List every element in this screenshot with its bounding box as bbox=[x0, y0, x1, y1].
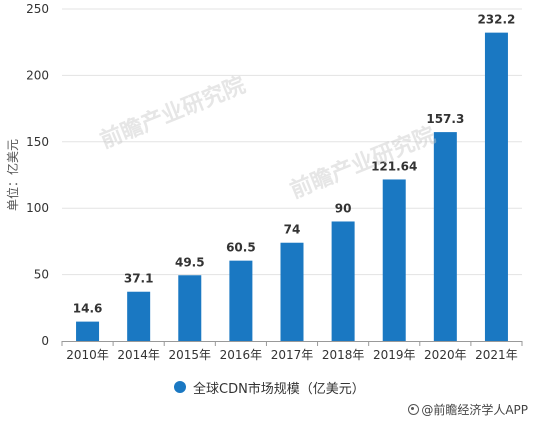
x-tick-label-0: 2010年 bbox=[66, 348, 109, 362]
legend: 全球CDN市场规模（亿美元） bbox=[174, 377, 365, 397]
y-tick-label-5: 250 bbox=[26, 2, 49, 16]
data-label-4: 74 bbox=[284, 223, 301, 237]
y-tick-label-4: 200 bbox=[26, 68, 49, 82]
y-axis-label: 单位：亿美元 bbox=[5, 139, 20, 211]
y-tick-label-1: 50 bbox=[34, 268, 49, 282]
x-tick-label-5: 2018年 bbox=[322, 348, 365, 362]
x-tick-label-1: 2014年 bbox=[117, 348, 160, 362]
bar-2 bbox=[178, 275, 202, 341]
x-tick-label-7: 2020年 bbox=[424, 348, 467, 362]
x-tick-label-8: 2021年 bbox=[475, 348, 518, 362]
bar-8 bbox=[484, 32, 508, 342]
y-tick-label-2: 100 bbox=[26, 201, 49, 215]
x-tick-label-3: 2016年 bbox=[220, 348, 263, 362]
bar-4 bbox=[280, 242, 304, 341]
data-label-8: 232.2 bbox=[477, 13, 515, 27]
bar-0 bbox=[76, 321, 100, 341]
bar-3 bbox=[229, 260, 253, 341]
bar-5 bbox=[331, 221, 355, 341]
source-credit: @前瞻经济学人APP bbox=[408, 401, 528, 418]
data-label-7: 157.3 bbox=[426, 112, 464, 126]
data-label-6: 121.64 bbox=[371, 159, 417, 173]
data-label-2: 49.5 bbox=[175, 255, 205, 269]
source-text: @前瞻经济学人APP bbox=[421, 403, 528, 417]
data-label-5: 90 bbox=[335, 201, 352, 215]
x-tick-label-4: 2017年 bbox=[271, 348, 314, 362]
legend-marker bbox=[174, 381, 186, 393]
x-tick-label-2: 2015年 bbox=[169, 348, 212, 362]
y-tick-label-3: 150 bbox=[26, 135, 49, 149]
y-tick-label-0: 0 bbox=[41, 334, 49, 348]
legend-label: 全球CDN市场规模（亿美元） bbox=[193, 381, 365, 397]
x-tick-label-6: 2019年 bbox=[373, 348, 416, 362]
bar-1 bbox=[127, 291, 151, 341]
bar-7 bbox=[433, 132, 457, 341]
bar-6 bbox=[382, 179, 406, 341]
weibo-icon bbox=[408, 404, 420, 415]
data-label-1: 37.1 bbox=[124, 272, 154, 286]
data-label-3: 60.5 bbox=[226, 241, 256, 255]
data-label-0: 14.6 bbox=[73, 302, 103, 316]
